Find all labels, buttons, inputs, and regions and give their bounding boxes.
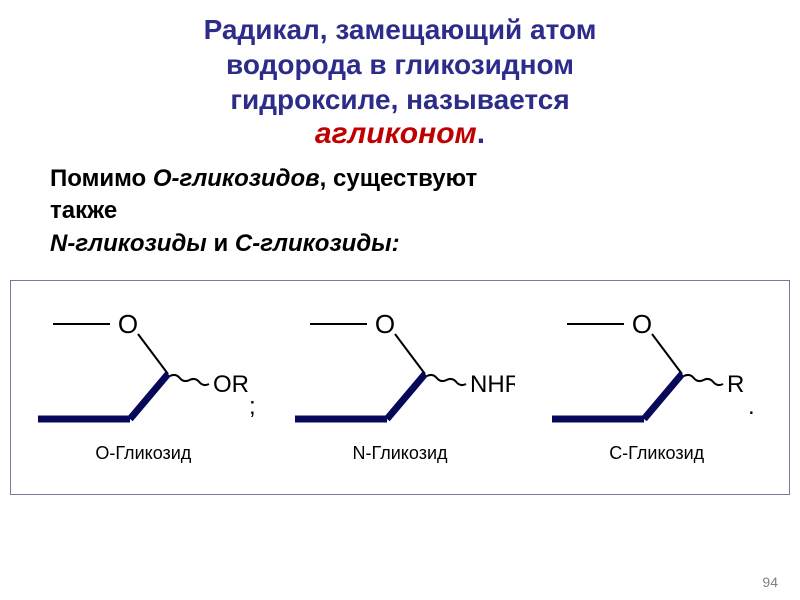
structure-cell-0: O OR; О-Гликозид [15,289,272,490]
body-1c: , существуют [320,165,478,192]
title-line-3: гидроксиле, называется [40,82,760,117]
title-period: . [477,117,485,150]
body-3b: и [207,230,235,257]
body-line-1: Помимо О-гликозидов, существуют [50,163,750,195]
svg-text:O: O [118,309,138,339]
svg-text:.: . [748,393,755,420]
caption-1: N-Гликозид [353,443,448,464]
slide-title: Радикал, замещающий атом водорода в глик… [0,0,800,157]
svg-text:O: O [632,309,652,339]
structure-cell-1: ONHR; N-Гликозид [272,289,529,490]
n-glycoside-svg: ONHR; [285,289,515,439]
svg-text:;: ; [249,393,256,420]
body-text-block: Помимо О-гликозидов, существуют также N-… [0,157,800,270]
body-line-3: N-гликозиды и С-гликозиды: [50,228,750,260]
body-1a: Помимо [50,165,153,192]
aglycone-word: агликоном [315,117,477,150]
body-3a: N-гликозиды [50,230,207,257]
body-3c: С-гликозиды: [235,230,400,257]
c-glycoside-svg: O R. [542,289,772,439]
body-line-2: также [50,195,750,227]
svg-text:O: O [375,309,395,339]
caption-0: О-Гликозид [95,443,191,464]
page-number: 94 [762,574,778,590]
o-glycoside-svg: O OR; [28,289,258,439]
structure-row: OOR; О-Гликозид ONHR; N-Гликозид OR. С-Г… [10,280,790,495]
body-1b: О-гликозидов [153,165,320,192]
title-line-1: Радикал, замещающий атом [40,12,760,47]
svg-text:NHR: NHR [470,371,515,398]
structure-cell-2: O R. С-Гликозид [528,289,785,490]
title-line-4: агликоном. [40,117,760,151]
title-line-2: водорода в гликозидном [40,47,760,82]
svg-text:OR: OR [213,371,249,398]
caption-2: С-Гликозид [609,443,704,464]
svg-text:R: R [727,371,744,398]
